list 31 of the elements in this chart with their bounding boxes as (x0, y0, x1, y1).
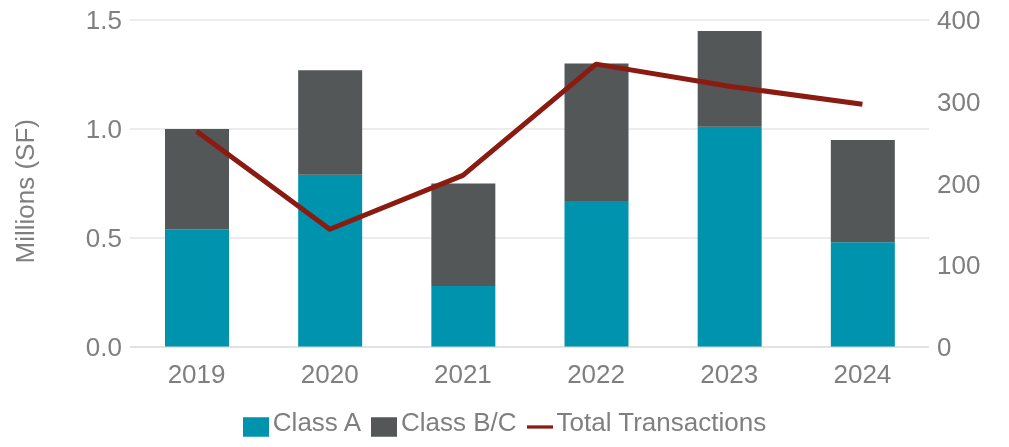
bar (564, 200, 629, 347)
bar (564, 63, 629, 201)
y2-tick-label: 200 (937, 168, 981, 199)
x-tick-label: 2023 (700, 359, 759, 390)
x-tick-label: 2024 (833, 359, 892, 390)
bar (165, 129, 229, 230)
bar (431, 285, 496, 347)
y2-tick-label: 400 (937, 5, 981, 36)
x-tick-label: 2021 (433, 359, 492, 390)
legend-label: Class B/C (401, 407, 517, 437)
x-tick-label: 2022 (567, 359, 626, 390)
y2-tick-label: 100 (937, 250, 981, 281)
bar (697, 30, 762, 127)
y-tick-label: 1.0 (85, 114, 122, 145)
bar (830, 242, 895, 347)
bar (431, 183, 496, 286)
bar (298, 174, 363, 347)
x-tick-label: 2019 (167, 359, 226, 390)
y-tick-label: 0.5 (85, 223, 122, 254)
bar (165, 229, 229, 347)
bar (697, 126, 762, 347)
y2-tick-label: 0 (937, 332, 952, 363)
y-axis-title: Millions (SF) (10, 119, 41, 264)
x-tick-label: 2020 (300, 359, 359, 390)
y-tick-label: 1.5 (85, 5, 122, 36)
bar (830, 139, 895, 243)
legend-label: Total Transactions (556, 407, 767, 437)
y-tick-label: 0.0 (85, 332, 122, 363)
bar (298, 70, 363, 175)
y2-tick-label: 300 (937, 86, 981, 117)
legend-label: Class A (272, 407, 361, 437)
